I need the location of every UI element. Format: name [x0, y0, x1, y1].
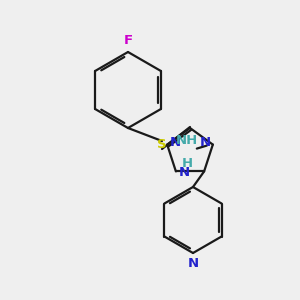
Text: F: F [123, 34, 133, 47]
Text: N: N [179, 166, 190, 179]
Text: N: N [200, 136, 211, 149]
Text: S: S [157, 139, 167, 152]
Text: N: N [170, 136, 181, 149]
Text: N: N [188, 257, 199, 270]
Text: NH: NH [176, 134, 198, 147]
Text: H: H [181, 157, 192, 169]
